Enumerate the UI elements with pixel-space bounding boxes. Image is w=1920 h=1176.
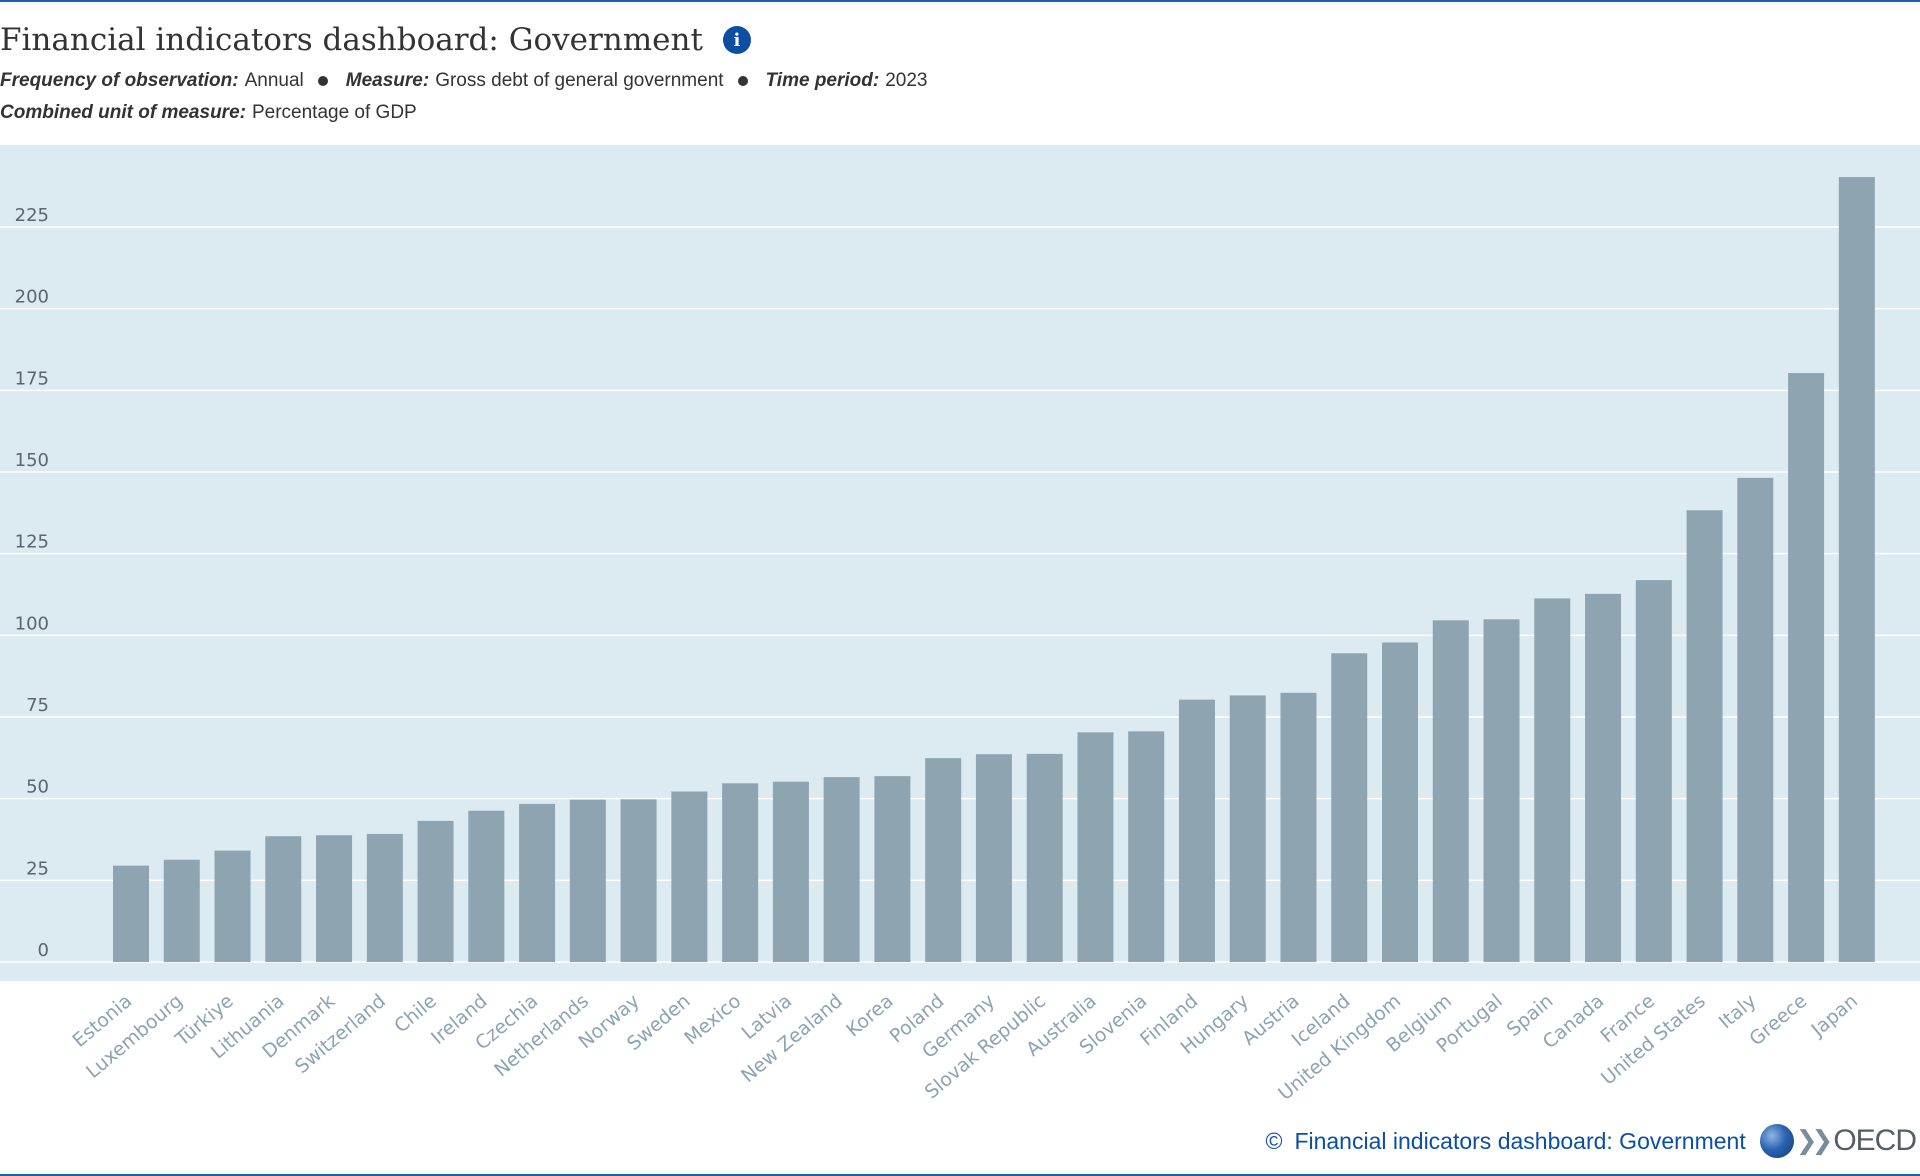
x-tick-label: Mexico xyxy=(680,990,745,1049)
bar xyxy=(671,791,708,962)
frequency-label: Frequency of observation: xyxy=(0,70,239,91)
y-tick-label: 200 xyxy=(15,287,49,308)
bar xyxy=(1128,731,1165,962)
bar xyxy=(823,777,860,962)
bar xyxy=(1788,373,1825,962)
y-tick-label: 50 xyxy=(26,777,49,798)
bar-chart: 0255075100125150175200225EstoniaLuxembou… xyxy=(0,145,1920,1105)
x-tick-label: Greece xyxy=(1745,990,1811,1050)
bar xyxy=(772,781,809,962)
time-period-value: 2023 xyxy=(885,70,928,91)
y-tick-label: 150 xyxy=(15,450,49,471)
copyright-symbol: © xyxy=(1265,1127,1283,1154)
bar xyxy=(1229,695,1266,962)
bar xyxy=(519,803,556,962)
bar xyxy=(1534,598,1571,962)
oecd-logo-text: OECD xyxy=(1833,1124,1917,1157)
bar xyxy=(1483,619,1520,962)
metadata-line-1: Frequency of observation: Annual Measure… xyxy=(0,70,928,92)
oecd-logo: ❯❯ OECD xyxy=(1759,1124,1917,1158)
bar xyxy=(316,835,353,962)
globe-icon xyxy=(1759,1124,1794,1158)
bar xyxy=(1635,580,1672,962)
title-row: Financial indicators dashboard: Governme… xyxy=(0,22,751,58)
bar xyxy=(163,859,200,962)
bar xyxy=(1686,510,1723,962)
y-tick-label: 0 xyxy=(38,940,49,961)
bar xyxy=(975,754,1012,962)
bar xyxy=(265,836,302,962)
bar xyxy=(1178,699,1215,962)
unit-label: Combined unit of measure: xyxy=(0,102,246,123)
bar xyxy=(214,850,251,962)
bar xyxy=(1077,732,1114,962)
bar xyxy=(1331,653,1368,962)
bar xyxy=(1432,620,1469,962)
chevrons-icon: ❯❯ xyxy=(1795,1126,1833,1156)
measure-value: Gross debt of general government xyxy=(435,70,724,91)
metadata-line-2: Combined unit of measure: Percentage of … xyxy=(0,102,417,124)
bar xyxy=(417,820,454,962)
bar xyxy=(1737,477,1774,962)
y-tick-label: 175 xyxy=(15,368,49,389)
y-tick-label: 100 xyxy=(15,613,49,634)
y-tick-label: 25 xyxy=(26,858,49,879)
bar xyxy=(468,810,505,962)
bar xyxy=(874,776,911,962)
y-tick-label: 225 xyxy=(15,205,49,226)
bar xyxy=(1280,692,1317,962)
frequency-value: Annual xyxy=(244,70,304,91)
bar xyxy=(113,865,149,962)
bar xyxy=(1382,642,1418,962)
bar xyxy=(1026,753,1063,962)
measure-label: Measure: xyxy=(345,70,430,91)
info-icon[interactable]: i xyxy=(722,26,751,54)
bar xyxy=(925,758,962,962)
time-period-label: Time period: xyxy=(765,70,880,91)
y-tick-label: 75 xyxy=(26,695,49,716)
x-tick-label: Japan xyxy=(1807,990,1863,1042)
unit-value: Percentage of GDP xyxy=(251,102,417,123)
bullet-separator xyxy=(317,76,328,86)
y-tick-label: 125 xyxy=(15,532,49,553)
bar xyxy=(620,799,657,962)
bar xyxy=(569,799,606,962)
bar xyxy=(722,783,759,962)
bar xyxy=(366,833,403,962)
bar xyxy=(1585,593,1622,962)
page-title: Financial indicators dashboard: Governme… xyxy=(0,22,703,58)
footer-source-link[interactable]: © Financial indicators dashboard: Governm… xyxy=(1265,1128,1745,1155)
bar xyxy=(1838,177,1875,962)
footer: © Financial indicators dashboard: Governm… xyxy=(1265,1124,1917,1158)
footer-source-text: Financial indicators dashboard: Governme… xyxy=(1294,1127,1746,1154)
bullet-separator xyxy=(737,76,748,86)
